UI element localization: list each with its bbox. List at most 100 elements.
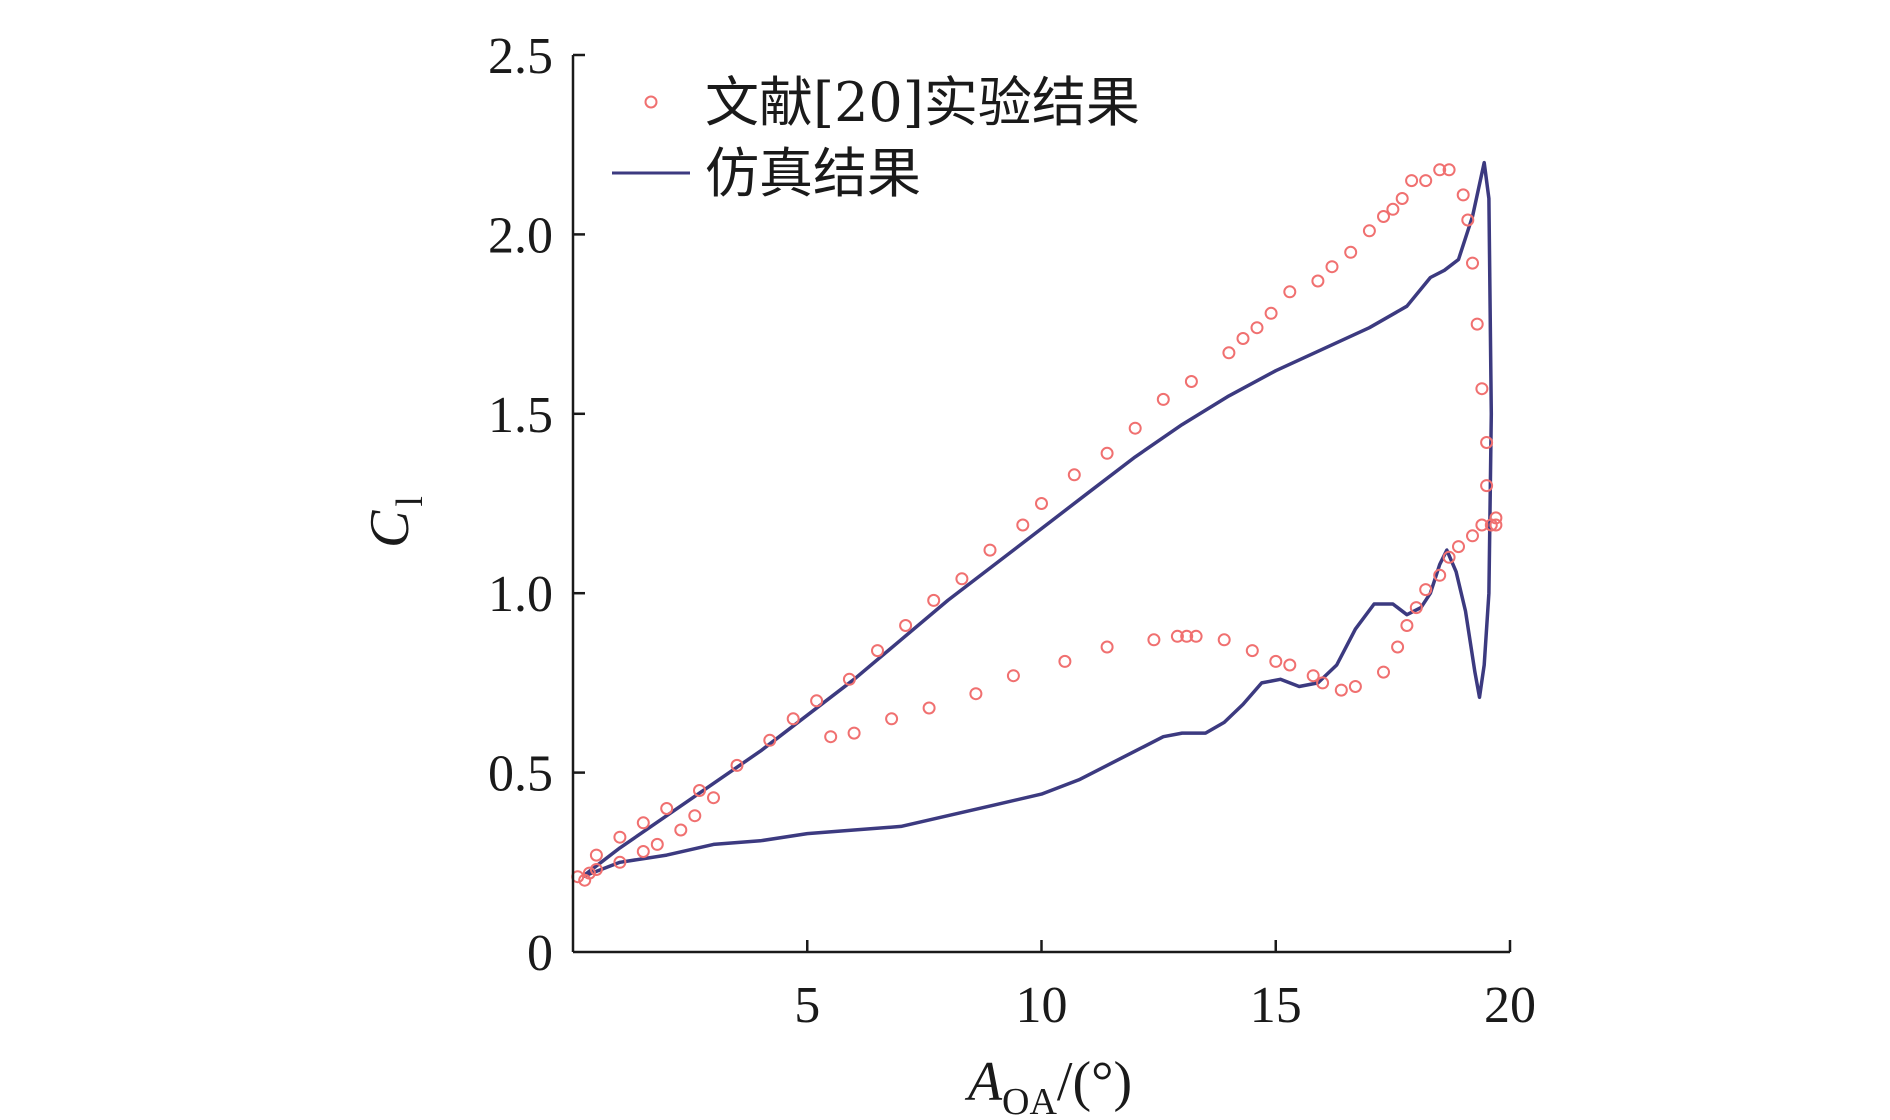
experiment-point xyxy=(1489,511,1503,525)
experiment-point xyxy=(688,809,702,823)
experiment-point xyxy=(899,619,913,632)
experiment-point xyxy=(955,572,969,586)
experiment-point xyxy=(1489,518,1503,532)
y-tick-label: 2.0 xyxy=(488,207,553,264)
experiment-point xyxy=(810,694,824,708)
experiment-point xyxy=(1442,163,1456,177)
experiment-point xyxy=(847,726,861,740)
legend-label-experiment: 文献[20]实验结果 xyxy=(705,71,1140,134)
y-tick-label: 2.5 xyxy=(488,28,553,85)
experiment-point xyxy=(1433,568,1447,582)
y-tick-label: 0 xyxy=(527,925,553,982)
experiment-point xyxy=(582,866,596,880)
experiment-point xyxy=(613,855,627,869)
y-axis-title: Cl xyxy=(359,496,431,548)
simulation-line xyxy=(581,160,1494,879)
y-tick-label: 1.0 xyxy=(488,566,553,623)
experiment-point xyxy=(1419,174,1433,188)
experiment-point xyxy=(1452,540,1465,554)
experiment-point xyxy=(1100,446,1114,460)
plot-area xyxy=(571,160,1503,887)
experiment-point xyxy=(1306,669,1320,683)
experiment-point xyxy=(922,701,936,715)
experiment-point xyxy=(1184,375,1198,388)
experiment-point xyxy=(1180,629,1194,643)
experiment-point xyxy=(824,730,838,744)
experiment-point xyxy=(1311,274,1325,288)
experiment-point xyxy=(1456,188,1470,202)
experiment-point xyxy=(1466,256,1479,270)
experiment-point xyxy=(1377,665,1390,679)
experiment-point xyxy=(1058,654,1072,668)
experiment-point xyxy=(1156,392,1170,406)
experiment-point xyxy=(589,863,603,876)
experiment-point xyxy=(871,644,884,658)
experiment-point xyxy=(983,543,997,557)
x-axis-title: AOA/(°) xyxy=(964,1051,1132,1120)
experiment-point xyxy=(1016,518,1030,532)
experiment-point xyxy=(1433,163,1447,177)
experiment-point xyxy=(650,837,664,851)
experiment-point xyxy=(885,712,899,726)
experiment-point xyxy=(1006,669,1020,683)
experiment-point xyxy=(1400,619,1414,632)
experiment-point xyxy=(1035,497,1048,510)
experiment-point xyxy=(1283,285,1297,299)
experiment-point xyxy=(1250,321,1264,335)
experiment-point xyxy=(1377,210,1390,223)
y-tick-label: 1.5 xyxy=(488,387,553,444)
experiment-point xyxy=(613,830,627,844)
ticks: 0 0.5 1.0 1.5 2.0 2.5 5 10 15 20 xyxy=(488,28,1536,1034)
experiment-point xyxy=(636,845,650,858)
experiment-point xyxy=(1269,654,1283,668)
experiment-point xyxy=(1470,317,1484,331)
experiment-point xyxy=(927,593,941,607)
legend-marker-experiment xyxy=(644,95,658,109)
experiment-point xyxy=(786,712,800,726)
experiment-point xyxy=(1325,260,1339,274)
experiment-point xyxy=(1264,306,1278,320)
experiment-point xyxy=(1283,658,1297,672)
experiment-point xyxy=(1128,421,1142,435)
experiment-point xyxy=(1480,479,1494,493)
experiment-point xyxy=(636,816,650,830)
experiment-point xyxy=(1466,529,1479,543)
experiment-point xyxy=(660,802,674,815)
experiment-point xyxy=(674,823,688,837)
experiment-point xyxy=(1316,676,1330,690)
x-tick-label: 15 xyxy=(1250,977,1302,1034)
experiment-point xyxy=(1475,518,1489,532)
experiment-point xyxy=(1189,629,1203,643)
experiment-point xyxy=(1100,640,1114,654)
x-tick-label: 10 xyxy=(1016,977,1068,1034)
experiment-point xyxy=(969,687,983,701)
experiment-point xyxy=(1395,192,1409,205)
experiment-point xyxy=(842,672,856,686)
legend-label-simulation: 仿真结果 xyxy=(705,142,921,205)
experiment-point xyxy=(1480,436,1494,449)
experiment-point xyxy=(1147,633,1161,647)
legend: 文献[20]实验结果 仿真结果 xyxy=(612,71,1140,205)
experiment-point xyxy=(1362,224,1376,238)
experiment-point xyxy=(1419,583,1433,597)
experiment-point xyxy=(589,848,603,862)
experiment-point xyxy=(1348,680,1362,693)
y-tick-label: 0.5 xyxy=(488,746,553,803)
x-tick-label: 20 xyxy=(1484,977,1536,1034)
experiment-point xyxy=(1067,468,1081,482)
experiment-point xyxy=(1409,601,1423,615)
experiment-point xyxy=(693,784,706,797)
experiment-point xyxy=(1236,332,1250,345)
experiment-point xyxy=(1245,644,1259,658)
experiment-point xyxy=(1217,633,1231,647)
experiment-point xyxy=(1391,640,1405,654)
experiment-point xyxy=(730,758,744,772)
experiment-point xyxy=(1475,382,1489,396)
experiment-point xyxy=(1334,683,1348,697)
experiment-point xyxy=(1170,629,1184,643)
experiment-point xyxy=(1461,213,1475,227)
experiment-point xyxy=(763,733,777,747)
experiment-point xyxy=(707,791,720,805)
experiment-point xyxy=(1386,202,1400,216)
